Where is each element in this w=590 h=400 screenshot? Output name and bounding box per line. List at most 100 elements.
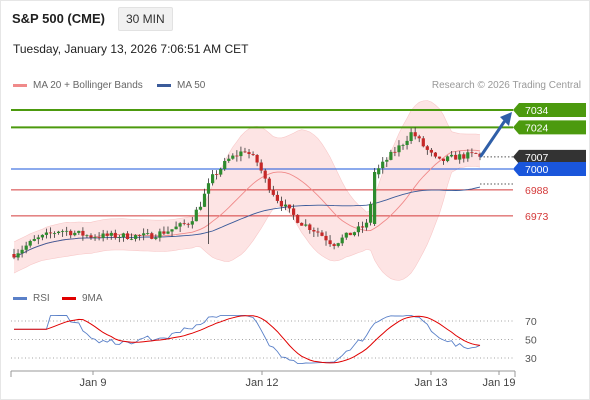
candle bbox=[219, 167, 223, 177]
candle bbox=[170, 229, 174, 237]
candle-body bbox=[450, 154, 454, 157]
candle-body bbox=[65, 230, 69, 232]
candle bbox=[77, 230, 81, 235]
candle bbox=[154, 234, 158, 241]
candle-body bbox=[360, 226, 365, 228]
candle bbox=[24, 241, 28, 254]
candle bbox=[65, 226, 69, 236]
candle-body bbox=[138, 235, 142, 236]
candle-body bbox=[373, 172, 377, 224]
candle bbox=[85, 234, 89, 238]
candle-body bbox=[44, 232, 48, 235]
candle-body bbox=[190, 221, 194, 225]
candle bbox=[48, 227, 53, 239]
candle-body bbox=[320, 232, 324, 236]
candle bbox=[356, 222, 360, 237]
candle bbox=[40, 234, 44, 241]
candle-body bbox=[292, 208, 296, 215]
candle-body bbox=[458, 154, 462, 160]
candle-body bbox=[437, 156, 442, 159]
candle-body bbox=[129, 238, 134, 240]
candle-body bbox=[97, 237, 101, 238]
candle-body bbox=[279, 200, 283, 207]
candle bbox=[389, 149, 393, 161]
level-label-6973: 6973 bbox=[525, 211, 549, 223]
candle bbox=[117, 235, 121, 243]
level-label-7000: 7000 bbox=[513, 162, 586, 176]
candle-body bbox=[287, 204, 292, 209]
candle bbox=[441, 158, 446, 165]
candle-body bbox=[125, 233, 130, 239]
candle bbox=[182, 219, 186, 226]
candle-body bbox=[158, 231, 162, 238]
candle-body bbox=[239, 151, 243, 157]
candle bbox=[109, 230, 113, 240]
candle-body bbox=[231, 155, 235, 159]
candle-body bbox=[202, 193, 207, 207]
candle bbox=[348, 232, 352, 236]
candle-body bbox=[474, 153, 478, 154]
candle-body bbox=[146, 233, 150, 234]
candle bbox=[344, 232, 348, 240]
candle bbox=[239, 146, 243, 162]
candle-body bbox=[52, 233, 57, 234]
candle-body bbox=[61, 231, 65, 232]
interval-selector[interactable]: 30 MIN bbox=[118, 7, 173, 31]
rsi-panel: 70 50 30 bbox=[11, 314, 537, 365]
candle bbox=[44, 228, 48, 239]
candle bbox=[470, 148, 474, 158]
level-label-box bbox=[513, 120, 586, 135]
candle-body bbox=[93, 237, 97, 238]
candle bbox=[105, 230, 109, 240]
legend-rsi-label: RSI bbox=[33, 293, 50, 304]
candle bbox=[259, 159, 263, 174]
candle bbox=[267, 176, 271, 193]
candle bbox=[433, 151, 437, 159]
candle-body bbox=[154, 237, 158, 239]
candle-body bbox=[401, 145, 405, 146]
candle-body bbox=[28, 241, 32, 246]
x-axis: Jan 9 Jan 12 Jan 13 Jan 19 bbox=[10, 370, 516, 389]
level-label-text: 7000 bbox=[525, 164, 549, 176]
candle-body bbox=[352, 232, 356, 236]
candle-body bbox=[356, 226, 360, 233]
level-label-text: 7034 bbox=[525, 105, 549, 117]
candle-body bbox=[377, 168, 381, 175]
candle bbox=[263, 168, 267, 183]
level-label-text: 7007 bbox=[525, 152, 549, 164]
candle bbox=[73, 230, 77, 237]
candle-body bbox=[166, 231, 170, 234]
rsi-ma-line bbox=[14, 315, 481, 364]
candle bbox=[142, 228, 146, 241]
candle bbox=[328, 235, 332, 247]
candle-body bbox=[36, 237, 40, 240]
candle-body bbox=[134, 235, 138, 239]
candle bbox=[12, 248, 16, 260]
candle bbox=[20, 245, 24, 258]
candle-body bbox=[174, 226, 178, 230]
candle-body bbox=[296, 214, 300, 223]
candle bbox=[409, 128, 413, 144]
chart-title: S&P 500 (CME) bbox=[12, 11, 105, 26]
candle-body bbox=[381, 161, 385, 169]
candle bbox=[364, 219, 369, 231]
bollinger-band-area bbox=[14, 100, 480, 281]
candle bbox=[52, 231, 57, 238]
candle-body bbox=[433, 152, 437, 157]
candle bbox=[174, 221, 178, 230]
candle bbox=[466, 149, 470, 162]
candle bbox=[454, 151, 458, 160]
candle bbox=[336, 242, 340, 248]
candle-body bbox=[409, 132, 413, 141]
candle-body bbox=[332, 244, 336, 246]
candle bbox=[178, 222, 182, 232]
forecast-arrow-head bbox=[500, 112, 512, 126]
candle bbox=[292, 204, 296, 220]
candle bbox=[393, 146, 397, 157]
candle-body bbox=[255, 155, 259, 163]
candle bbox=[101, 229, 105, 242]
candle-body bbox=[150, 233, 154, 239]
candle-body bbox=[316, 231, 320, 233]
candle-body bbox=[73, 232, 77, 236]
moving-averages bbox=[13, 149, 481, 258]
